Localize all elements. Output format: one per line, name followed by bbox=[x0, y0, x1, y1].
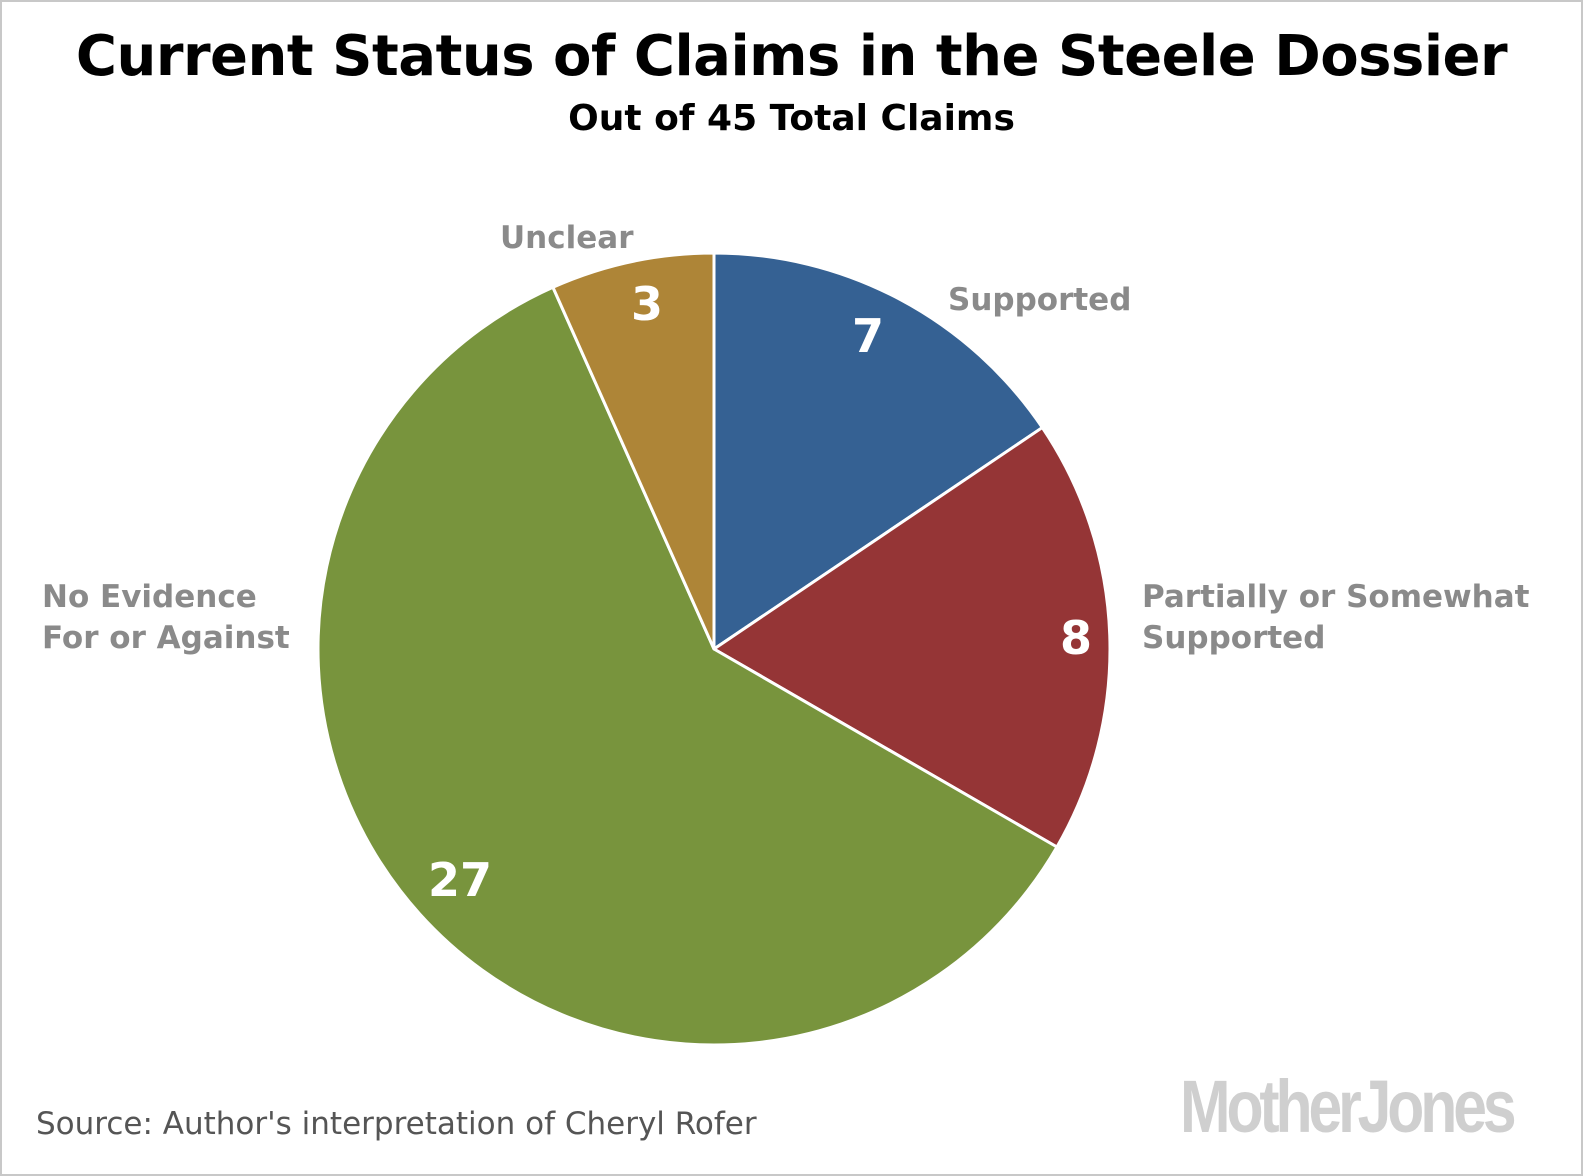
slice-value-unclear: 3 bbox=[630, 277, 664, 331]
slice-value-partially-supported: 8 bbox=[1059, 611, 1093, 665]
pie-slice-supported bbox=[712, 251, 1044, 651]
slice-label-unclear: Unclear bbox=[500, 220, 634, 256]
pie-slice-partially-supported bbox=[712, 426, 1112, 849]
slice-label-no-evidence: No Evidence For or Against bbox=[42, 579, 290, 656]
chart-title: Current Status of Claims in the Steele D… bbox=[75, 24, 1508, 89]
publisher-logo: MotherJones bbox=[1180, 1065, 1517, 1148]
pie-slice-no-evidence bbox=[316, 285, 1059, 1047]
slice-label-supported: Supported bbox=[948, 282, 1132, 318]
chart-subtitle: Out of 45 Total Claims bbox=[568, 98, 1015, 139]
slice-value-no-evidence: 27 bbox=[427, 853, 493, 907]
slice-value-supported: 7 bbox=[851, 309, 885, 363]
pie-slice-unclear bbox=[551, 251, 716, 651]
slice-label-partially-supported: Partially or Somewhat Supported bbox=[1142, 579, 1530, 656]
source-note: Source: Author's interpretation of Chery… bbox=[36, 1106, 757, 1142]
